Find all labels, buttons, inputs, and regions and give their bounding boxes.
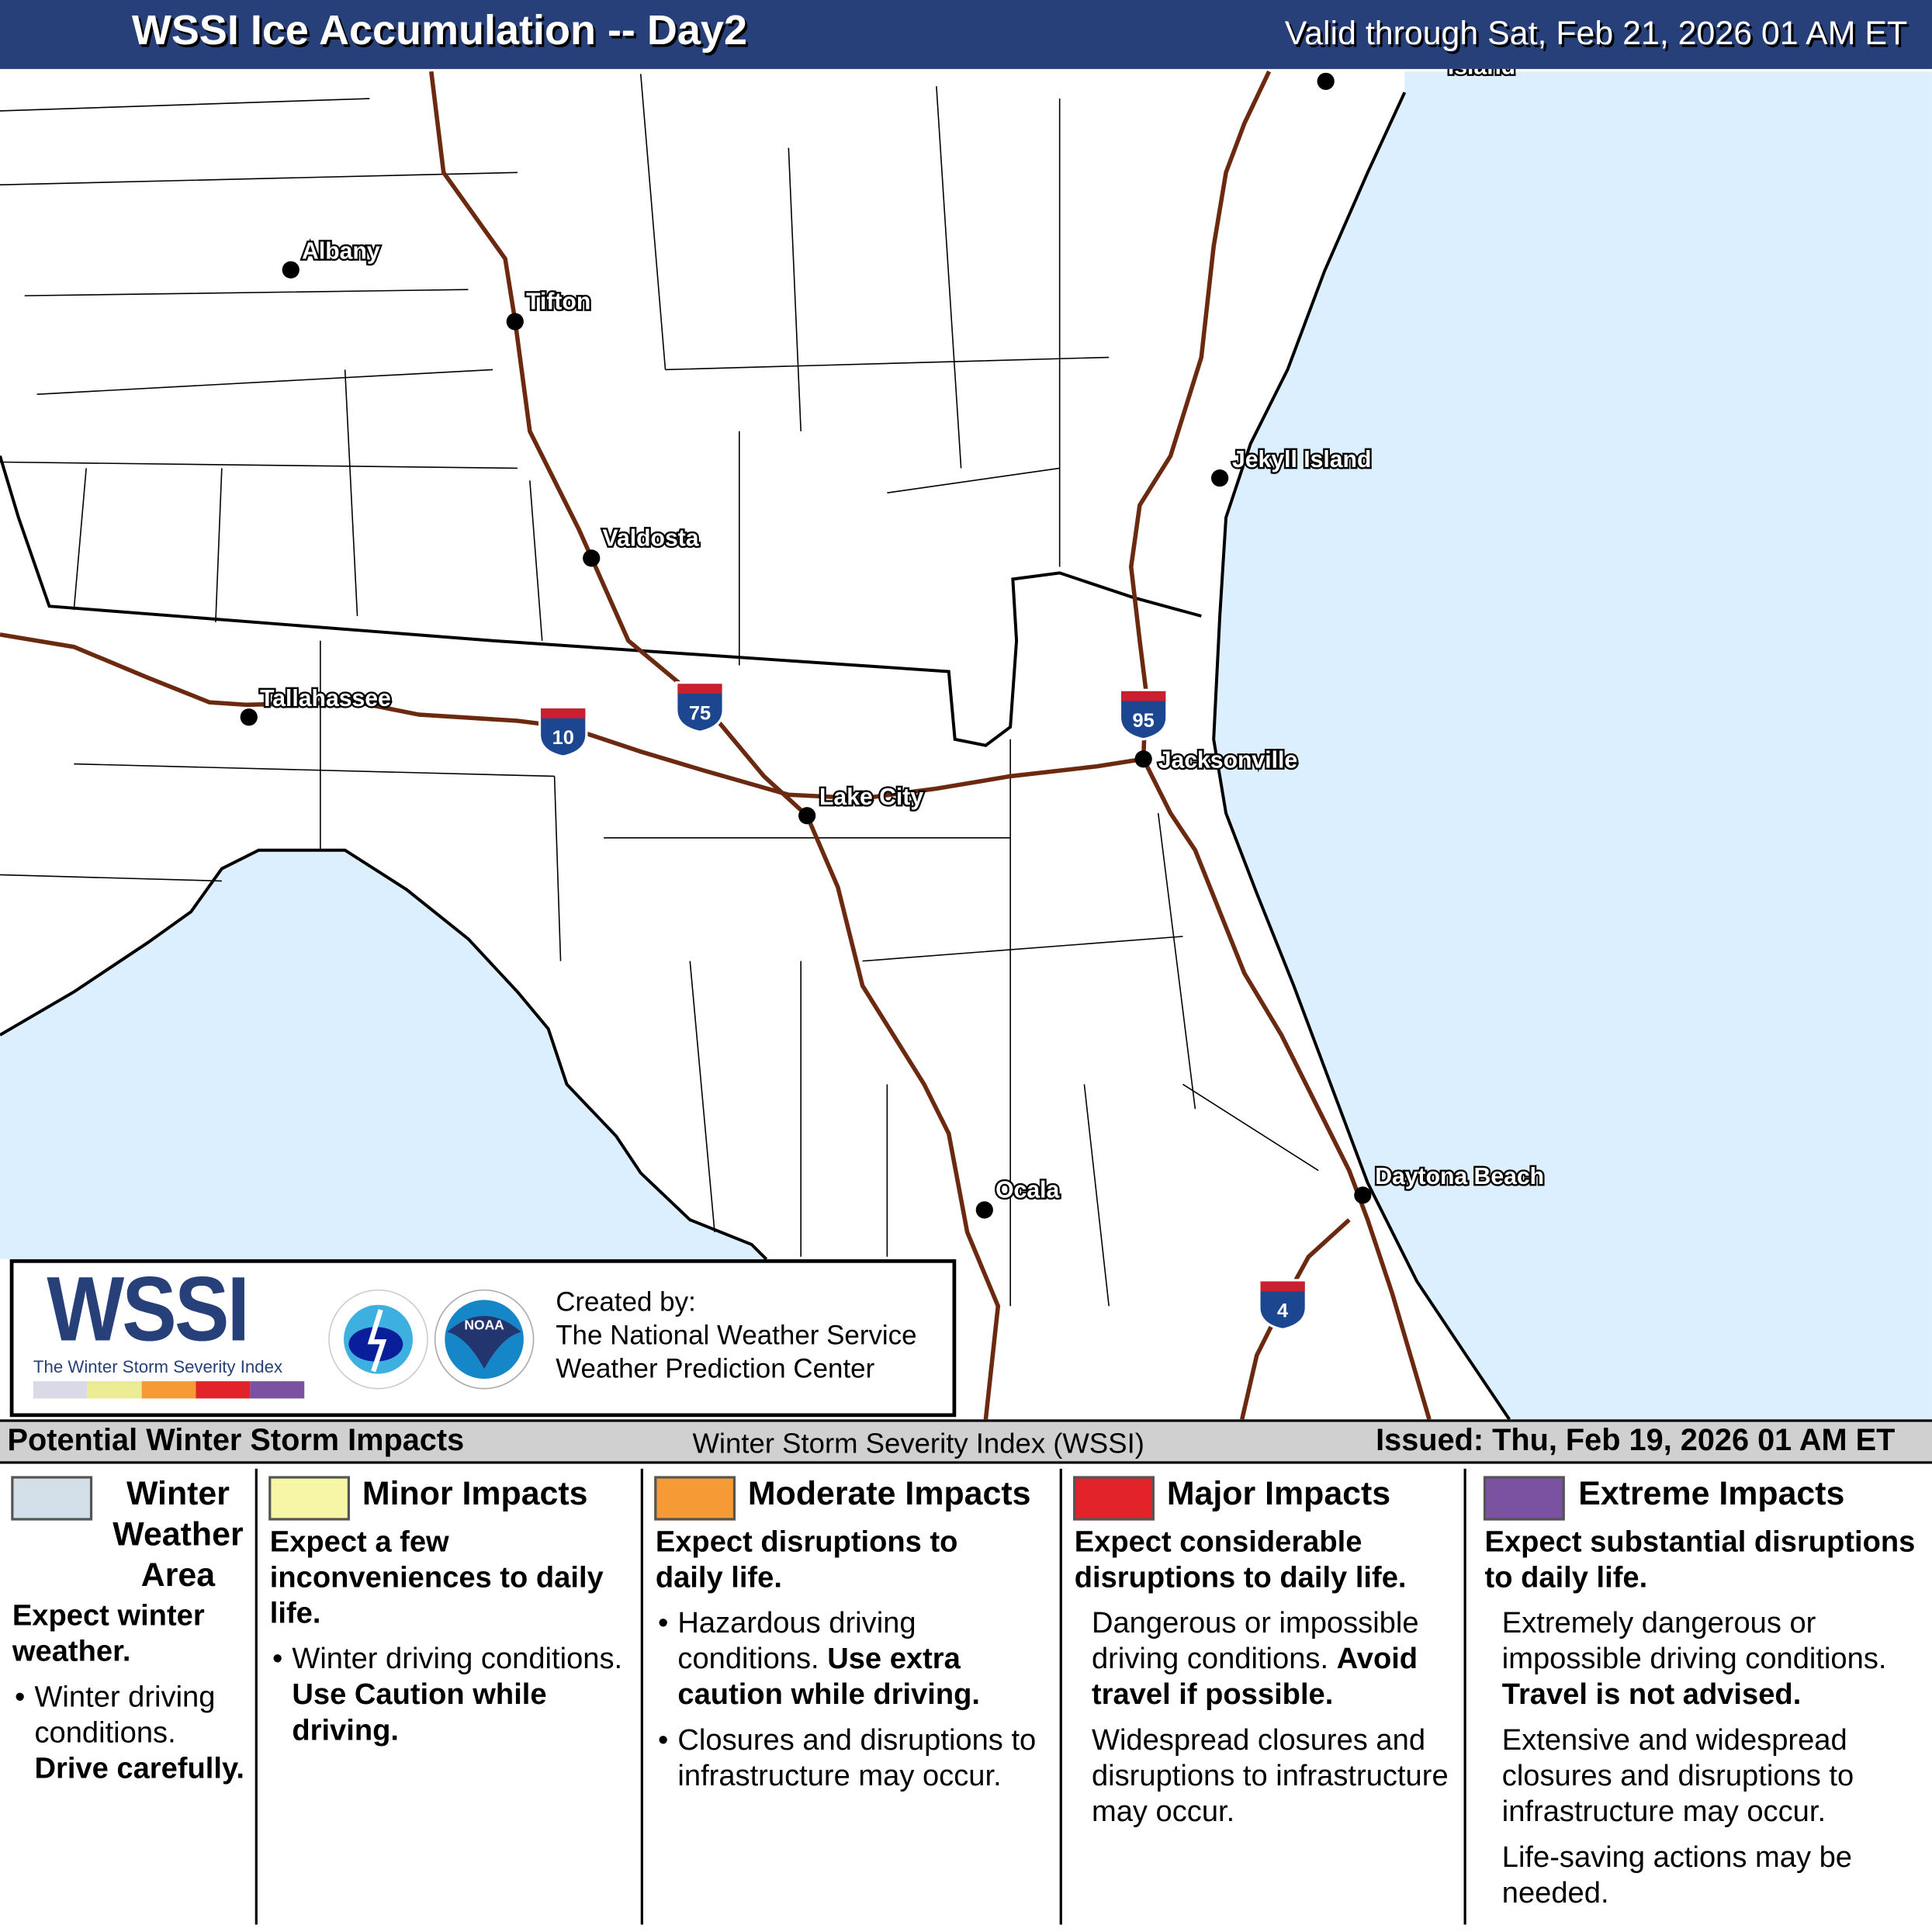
header: WSSI Ice Accumulation -- Day2 Valid thro…: [0, 0, 1932, 69]
category-bullet: • Winter driving conditions. Use Caution …: [272, 1642, 623, 1747]
divider: [254, 1468, 258, 1925]
org-nws: The National Weather Service: [556, 1319, 917, 1351]
category-summary: Expect winter weather.: [12, 1599, 205, 1669]
nws-logo-icon: [328, 1289, 428, 1390]
state-boundary: [0, 455, 1202, 747]
category-label: Minor Impacts: [362, 1474, 588, 1512]
category-label: Winter Weather Area: [113, 1474, 244, 1594]
city-label-tifton: Tifton: [526, 289, 590, 315]
logo-panel: WSSI The Winter Storm Severity Index NOA…: [9, 1258, 957, 1418]
legend-title: Potential Winter Storm Impacts: [7, 1423, 465, 1458]
svg-text:4: 4: [1277, 1300, 1288, 1322]
gulf-of-mexico: [0, 850, 767, 1259]
category-label: Major Impacts: [1166, 1474, 1391, 1512]
category-text: Dangerous or impossible driving conditio…: [1091, 1606, 1419, 1712]
svg-text:10: 10: [552, 727, 574, 749]
map: 10 75 95 4 Island Albany Tifton Valdosta…: [0, 68, 1932, 1420]
city-label-jekyll-island: Jekyll Island: [1232, 447, 1371, 473]
category-label: Extreme Impacts: [1578, 1474, 1845, 1512]
i75-shield: 75: [675, 681, 725, 733]
wssi-logo: WSSI: [47, 1258, 250, 1361]
city-label-ocala: Ocala: [995, 1178, 1059, 1203]
city-label-valdosta: Valdosta: [603, 525, 699, 551]
city-label-albany: Albany: [302, 238, 380, 264]
category-bullet: • Hazardous driving conditions. Use extra…: [657, 1606, 981, 1712]
index-label: Winter Storm Severity Index (WSSI): [692, 1426, 1144, 1459]
cities: Island Albany Tifton Valdosta Tallahasse…: [240, 69, 1546, 1219]
divider: [1463, 1468, 1466, 1925]
created-by: Created by: The National Weather Service…: [556, 1285, 916, 1385]
city-label-lake-city: Lake City: [819, 784, 923, 810]
i10-shield: 10: [538, 705, 588, 758]
category-summary: Expect considerable disruptions to daily…: [1074, 1525, 1407, 1594]
atlantic-ocean: [1214, 71, 1932, 1420]
county-lines: [0, 74, 1319, 1307]
divider: [640, 1468, 643, 1925]
city-label-island: Island: [1448, 69, 1515, 79]
color-swatch: [1483, 1476, 1565, 1521]
color-swatch: [268, 1476, 350, 1521]
wssi-subtitle: The Winter Storm Severity Index: [33, 1356, 283, 1376]
color-swatch: [11, 1476, 93, 1521]
category-summary: Expect disruptions to daily life.: [655, 1525, 958, 1594]
category-summary: Expect a few inconveniences to daily lif…: [269, 1525, 604, 1630]
i75-route: [429, 71, 1001, 1420]
category-summary: Expect substantial disruptions to daily …: [1484, 1525, 1916, 1594]
legend-extreme-impacts: Extreme Impacts Expect substantial disru…: [1467, 1464, 1932, 1927]
i4-shield: 4: [1258, 1279, 1307, 1331]
coastline: [0, 92, 1511, 1420]
color-swatch: [654, 1476, 736, 1521]
legend-minor-impacts: Minor Impacts Expect a few inconvenience…: [258, 1464, 640, 1927]
divider: [1059, 1468, 1062, 1925]
category-bullet: • Closures and disruptions to infrastruct…: [657, 1723, 1037, 1793]
issued-time: Issued: Thu, Feb 19, 2026 01 AM ET: [1376, 1423, 1896, 1458]
category-label: Moderate Impacts: [747, 1474, 1031, 1512]
interstate-shields: 10 75 95 4: [538, 681, 1307, 1331]
color-swatch: [1073, 1476, 1155, 1521]
category-text: Extensive and widespread closures and di…: [1501, 1723, 1854, 1829]
svg-text:NOAA: NOAA: [464, 1317, 504, 1332]
category-text: Extremely dangerous or impossible drivin…: [1501, 1606, 1887, 1712]
legend-moderate-impacts: Moderate Impacts Expect disruptions to d…: [645, 1464, 1059, 1927]
noaa-logo-icon: NOAA: [434, 1289, 535, 1390]
category-text: Widespread closures and disruptions to i…: [1091, 1723, 1449, 1829]
i95-shield: 95: [1118, 688, 1169, 741]
svg-text:75: 75: [689, 702, 711, 724]
valid-time: Valid through Sat, Feb 21, 2026 01 AM ET: [1284, 15, 1908, 52]
category-text: Life-saving actions may be needed.: [1501, 1840, 1853, 1910]
legend-title-bar: Potential Winter Storm Impacts Winter St…: [0, 1419, 1932, 1464]
svg-text:95: 95: [1133, 710, 1155, 732]
city-label-daytona-beach: Daytona Beach: [1375, 1164, 1544, 1189]
category-bullet: • Winter driving conditions. Drive careful…: [15, 1681, 244, 1786]
city-label-tallahassee: Tallahassee: [260, 686, 391, 712]
wssi-color-scale: [33, 1381, 305, 1399]
legend-winter-weather-area: Winter Weather Area Expect winter weathe…: [0, 1464, 255, 1927]
city-label-jacksonville: Jacksonville: [1158, 747, 1297, 773]
created-by-label: Created by:: [556, 1286, 696, 1317]
map-title: WSSI Ice Accumulation -- Day2: [131, 7, 747, 54]
org-wpc: Weather Prediction Center: [556, 1352, 875, 1384]
legend-major-impacts: Major Impacts Expect considerable disrup…: [1063, 1464, 1463, 1927]
